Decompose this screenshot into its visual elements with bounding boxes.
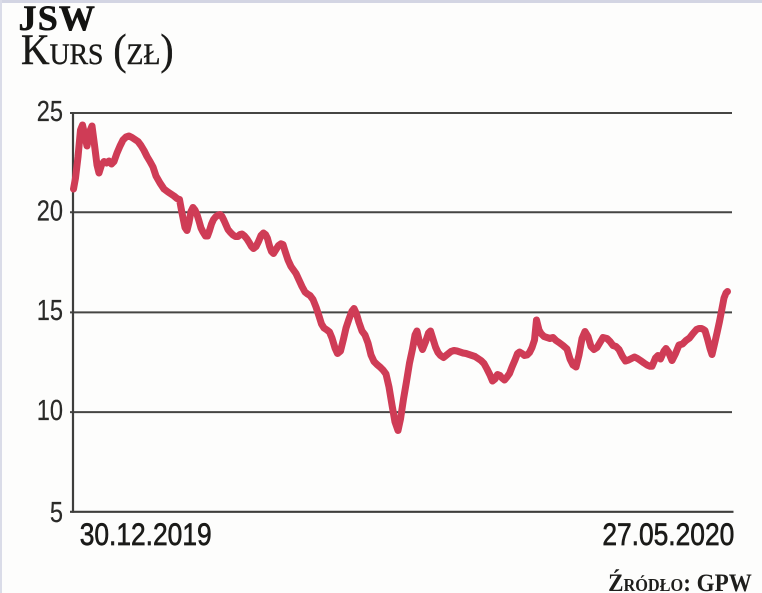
svg-text:27.05.2020: 27.05.2020 xyxy=(602,518,734,553)
svg-text:5: 5 xyxy=(50,496,63,529)
svg-text:25: 25 xyxy=(37,95,63,128)
svg-text:10: 10 xyxy=(37,394,63,427)
svg-text:15: 15 xyxy=(37,294,63,327)
svg-text:20: 20 xyxy=(37,194,63,227)
svg-text:30.12.2019: 30.12.2019 xyxy=(80,518,212,553)
